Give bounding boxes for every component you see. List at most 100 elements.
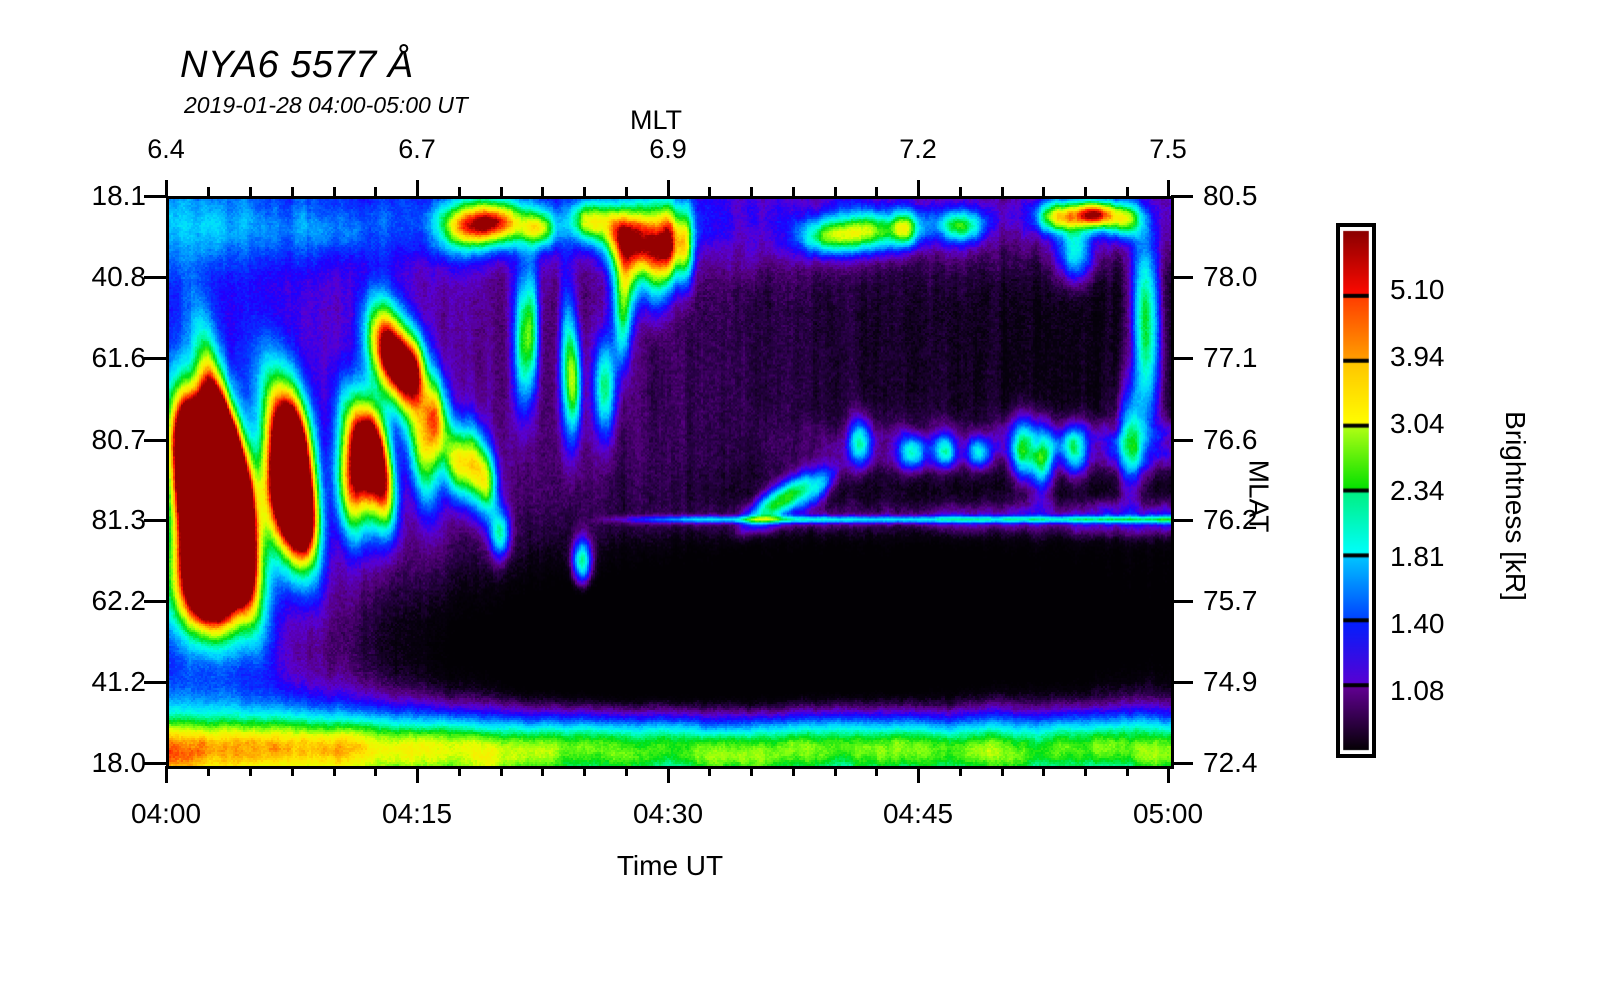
- mlt-major-tick: [1167, 180, 1170, 196]
- mlt-minor-tick: [583, 187, 586, 196]
- mlt-axis-title: MLT: [630, 105, 682, 135]
- time-minor-tick: [458, 766, 461, 776]
- colorbar-tick-label: 1.81: [1390, 541, 1445, 573]
- mlat-tick: [1171, 600, 1193, 603]
- elevation-tick-label: 81.3: [91, 504, 147, 535]
- mlat-tick-label: 76.6: [1203, 424, 1258, 455]
- page-subtitle: 2019-01-28 04:00-05:00 UT: [184, 92, 468, 118]
- elevation-tick: [144, 600, 166, 603]
- mlt-major-tick: [165, 180, 168, 196]
- elevation-tick: [144, 681, 166, 684]
- mlat-tick: [1171, 439, 1193, 442]
- mlt-minor-tick: [541, 187, 544, 196]
- mlt-major-tick: [416, 180, 419, 196]
- elevation-axis-title: Elevation: [0, 438, 5, 554]
- time-minor-tick: [374, 766, 377, 776]
- time-minor-tick: [1126, 766, 1129, 776]
- mlt-minor-tick: [1126, 187, 1129, 196]
- mlt-minor-tick: [1084, 187, 1087, 196]
- time-major-tick: [165, 766, 168, 783]
- mlat-tick-label: 74.9: [1203, 666, 1258, 697]
- mlt-minor-tick: [374, 187, 377, 196]
- time-tick-label: 04:45: [882, 798, 954, 829]
- time-tick-label: 05:00: [1132, 798, 1204, 829]
- mlat-tick: [1171, 357, 1193, 360]
- mlt-minor-tick: [834, 187, 837, 196]
- mlat-tick-label: 80.5: [1203, 180, 1258, 211]
- mlt-minor-tick: [625, 187, 628, 196]
- mlt-tick-label: 6.7: [398, 134, 436, 164]
- mlt-minor-tick: [458, 187, 461, 196]
- elevation-tick: [144, 519, 166, 522]
- colorbar-tick-label: 3.04: [1390, 407, 1445, 439]
- elevation-tick: [144, 357, 166, 360]
- elevation-tick-label: 18.0: [91, 747, 147, 778]
- time-minor-tick: [959, 766, 962, 776]
- elevation-tick: [144, 276, 166, 279]
- keogram-plot-area[interactable]: [166, 196, 1174, 769]
- page-title: NYA6 5577 Å: [180, 44, 414, 86]
- elevation-tick: [144, 195, 166, 198]
- mlt-minor-tick: [207, 187, 210, 196]
- time-minor-tick: [708, 766, 711, 776]
- mlt-minor-tick: [1042, 187, 1045, 196]
- colorbar-tick-label: 2.34: [1390, 474, 1445, 506]
- mlat-tick: [1171, 762, 1193, 765]
- elevation-tick-label: 80.7: [91, 424, 147, 455]
- mlt-minor-tick: [249, 187, 252, 196]
- time-minor-tick: [625, 766, 628, 776]
- time-minor-tick: [249, 766, 252, 776]
- elevation-tick-label: 41.2: [91, 666, 147, 697]
- colorbar-tick-label: 1.08: [1390, 675, 1445, 707]
- elevation-tick: [144, 762, 166, 765]
- colorbar-title: Brightness [kR]: [1499, 411, 1531, 601]
- mlt-minor-tick: [959, 187, 962, 196]
- mlat-tick: [1171, 195, 1193, 198]
- time-minor-tick: [792, 766, 795, 776]
- mlat-tick: [1171, 681, 1193, 684]
- time-minor-tick: [750, 766, 753, 776]
- elevation-tick-label: 18.1: [91, 180, 147, 211]
- mlt-tick-label: 7.2: [899, 134, 937, 164]
- time-axis-title: Time UT: [616, 850, 724, 881]
- mlt-major-tick: [667, 180, 670, 196]
- elevation-tick: [144, 439, 166, 442]
- elevation-tick-label: 40.8: [91, 261, 147, 292]
- time-major-tick: [667, 766, 670, 783]
- mlat-tick-label: 76.2: [1203, 504, 1258, 535]
- colorbar-gradient: [1336, 223, 1376, 758]
- mlt-minor-tick: [500, 187, 503, 196]
- mlat-tick: [1171, 519, 1193, 522]
- mlt-minor-tick: [750, 187, 753, 196]
- colorbar-tick-label: 1.40: [1390, 608, 1445, 640]
- time-minor-tick: [333, 766, 336, 776]
- mlat-tick-label: 72.4: [1203, 747, 1258, 778]
- mlt-minor-tick: [792, 187, 795, 196]
- time-tick-label: 04:15: [381, 798, 453, 829]
- mlat-tick-label: 75.7: [1203, 585, 1258, 616]
- mlt-minor-tick: [291, 187, 294, 196]
- time-minor-tick: [291, 766, 294, 776]
- colorbar[interactable]: [1336, 223, 1376, 758]
- time-minor-tick: [500, 766, 503, 776]
- time-minor-tick: [1084, 766, 1087, 776]
- mlat-tick-label: 78.0: [1203, 261, 1258, 292]
- elevation-tick-label: 61.6: [91, 342, 147, 373]
- mlt-minor-tick: [708, 187, 711, 196]
- mlt-minor-tick: [333, 187, 336, 196]
- time-minor-tick: [583, 766, 586, 776]
- mlt-tick-label: 6.9: [649, 134, 687, 164]
- keogram-image: [169, 199, 1171, 766]
- time-major-tick: [917, 766, 920, 783]
- mlat-tick-label: 77.1: [1203, 342, 1258, 373]
- elevation-tick-label: 62.2: [91, 585, 147, 616]
- mlt-minor-tick: [1001, 187, 1004, 196]
- time-minor-tick: [875, 766, 878, 776]
- mlt-major-tick: [917, 180, 920, 196]
- mlt-tick-label: 6.4: [147, 134, 185, 164]
- time-major-tick: [1167, 766, 1170, 783]
- mlat-tick: [1171, 276, 1193, 279]
- colorbar-tick-label: 5.10: [1390, 273, 1445, 305]
- time-tick-label: 04:30: [632, 798, 704, 829]
- time-minor-tick: [207, 766, 210, 776]
